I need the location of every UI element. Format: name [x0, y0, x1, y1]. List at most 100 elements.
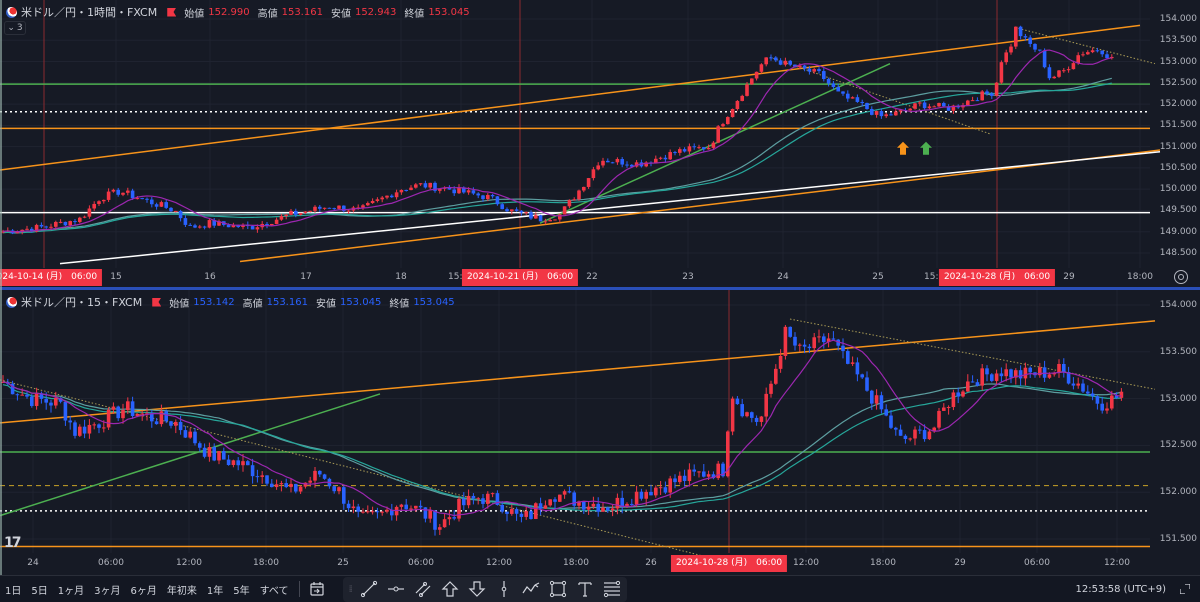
range-button-4[interactable]: 6ヶ月: [130, 585, 157, 597]
price-tick-label: 150.000: [1159, 184, 1197, 195]
fullscreen-icon[interactable]: [1180, 584, 1190, 594]
indicator-count: 3: [16, 23, 23, 33]
vertical-line-tool-button[interactable]: [495, 580, 513, 598]
hourly-candlestick-chart[interactable]: [0, 0, 1200, 287]
market-closed-flag-icon: [167, 7, 177, 17]
time-tick-label: 15: [110, 272, 122, 282]
arrow-down-icon: [468, 581, 486, 597]
text-tool-button[interactable]: [576, 580, 594, 598]
high-label: 高値: [242, 298, 263, 310]
horizontal-ray-tool-button[interactable]: [387, 580, 405, 598]
close-label: 終値: [389, 298, 410, 310]
drag-handle-icon[interactable]: ⁞⁞: [348, 583, 354, 595]
market-closed-flag-icon: [152, 297, 162, 307]
time-tick-label: 06:00: [408, 558, 434, 568]
time-tick-label: 18:00: [1127, 272, 1153, 282]
15min-time-axis[interactable]: 24 06:00 12:00 18:00 25 06:00 12:00 18:00 26 2024…: [0, 555, 1150, 573]
trend-line-icon: [360, 580, 377, 598]
price-tick-label: 149.500: [1159, 205, 1197, 216]
arrow-up-icon: [441, 581, 459, 597]
time-tick-label: 12:00: [1104, 558, 1130, 568]
arrow-up-icon[interactable]: [897, 141, 909, 155]
time-tick-label: 22: [586, 272, 598, 282]
open-label: 始値: [169, 298, 190, 310]
price-tick-label: 151.500: [1159, 534, 1197, 544]
hourly-price-axis[interactable]: 154.000 153.500 153.000 152.500 152.000 151.5…: [1150, 0, 1200, 287]
crosshair-date-label: 2024-10-28 (月) 06:00: [938, 269, 1056, 286]
range-button-2[interactable]: 1ヶ月: [57, 585, 85, 597]
close-label: 終値: [404, 8, 425, 20]
time-tick-label: 12:00: [793, 558, 819, 568]
high-value: 153.161: [281, 6, 323, 18]
trend-line-tool-button[interactable]: [360, 580, 378, 598]
price-tick-label: 154.000: [1159, 300, 1197, 310]
drawing-toolbar: ⁞⁞: [342, 576, 627, 602]
range-button-7[interactable]: 5年: [233, 585, 250, 597]
time-tick-label: 17: [300, 272, 312, 282]
vertical-line-icon: [501, 581, 507, 597]
time-tick-label: 06:00: [1024, 558, 1050, 568]
time-tick-label: 06:00: [98, 558, 124, 568]
15min-legend: 米ドル／円・15・FXCM 始値 153.142 高値 153.161 安値 153.…: [6, 294, 459, 310]
15min-price-axis[interactable]: 154.000 153.500 153.000 152.500 152.000 151.5…: [1150, 290, 1200, 574]
price-tick-label: 149.000: [1159, 226, 1197, 237]
time-tick-label: 24: [777, 272, 789, 282]
time-tick-label: 18: [395, 272, 407, 282]
time-tick-label: 15:00: [924, 272, 950, 282]
price-tick-label: 153.500: [1159, 346, 1197, 357]
open-value: 152.990: [208, 6, 250, 18]
range-button-1[interactable]: 5日: [31, 585, 48, 597]
time-tick-label: 25: [872, 272, 884, 282]
rectangle-tool-button[interactable]: [549, 580, 567, 598]
arrow-down-tool-button[interactable]: [468, 580, 486, 598]
price-tick-label: 152.500: [1159, 440, 1197, 451]
settings-gear-icon[interactable]: [1174, 270, 1188, 284]
time-tick-label: 24: [27, 558, 39, 568]
fib-retracement-icon: [603, 580, 620, 598]
path-tool-button[interactable]: [522, 580, 540, 598]
low-value: 152.943: [354, 6, 397, 18]
open-value: 153.142: [193, 296, 235, 308]
chevron-down-icon: ⌄: [7, 23, 15, 33]
range-button-6[interactable]: 1年: [206, 585, 224, 597]
range-button-3[interactable]: 3ヶ月: [94, 585, 121, 597]
symbol-title[interactable]: 米ドル／円・1時間・FXCM: [21, 6, 158, 19]
arrow-up-tool-button[interactable]: [441, 580, 459, 598]
clock-timezone[interactable]: 12:53:58 (UTC+9): [1075, 583, 1166, 595]
pane-divider[interactable]: [0, 287, 1200, 290]
price-tick-label: 153.500: [1159, 35, 1197, 46]
text-icon: [578, 582, 592, 597]
high-value: 153.161: [266, 296, 308, 308]
hourly-chart-pane[interactable]: 米ドル／円・1時間・FXCM 始値 152.990 高値 153.161 安値 152…: [0, 0, 1200, 287]
bottom-toolbar: 1日 5日 1ヶ月 3ヶ月 6ヶ月 年初来 1年 5年 すべて ⁞⁞ 12:53:58 (UTC…: [0, 575, 1200, 602]
hourly-time-axis[interactable]: 2024-10-14 (月) 06:001516171815:002024-10…: [0, 269, 1153, 287]
symbol-title[interactable]: 米ドル／円・15・FXCM: [21, 296, 143, 309]
time-tick-label: 18:00: [870, 558, 896, 568]
time-tick-label: 29: [954, 558, 966, 568]
range-button-0[interactable]: 1日: [5, 585, 22, 597]
crosshair-date-label: 2024-10-14 (月) 06:00: [0, 269, 103, 286]
parallel-channel-icon: [415, 582, 431, 597]
range-button-5[interactable]: 年初来: [166, 585, 197, 597]
price-tick-label: 153.000: [1159, 393, 1197, 404]
indicators-collapse-button[interactable]: ⌄ 3: [4, 21, 26, 35]
time-tick-label: 26: [645, 558, 657, 568]
15min-candlestick-chart[interactable]: [0, 290, 1200, 574]
path-icon: [522, 582, 540, 594]
15min-chart-pane[interactable]: 米ドル／円・15・FXCM 始値 153.142 高値 153.161 安値 153.…: [0, 290, 1200, 574]
arrow-up-icon[interactable]: [920, 141, 932, 155]
usdjpy-flag-icon: [6, 296, 17, 308]
parallel-channel-tool-button[interactable]: [414, 580, 432, 598]
rectangle-icon: [549, 580, 566, 598]
time-tick-label: 23: [682, 272, 694, 282]
tradingview-logo-icon[interactable]: 17: [4, 535, 22, 551]
time-tick-label: 12:00: [176, 558, 202, 568]
price-tick-label: 150.500: [1159, 162, 1197, 173]
fib-retracement-tool-button[interactable]: [603, 580, 621, 598]
price-tick-label: 152.000: [1159, 99, 1197, 110]
crosshair-date-label: 2024-10-21 (月) 06:00: [461, 269, 579, 286]
range-button-8[interactable]: すべて: [259, 585, 289, 597]
hourly-legend: 米ドル／円・1時間・FXCM 始値 152.990 高値 153.161 安値 152…: [6, 4, 474, 20]
time-tick-label: 18:00: [563, 558, 589, 568]
go-to-date-icon[interactable]: [309, 581, 325, 597]
